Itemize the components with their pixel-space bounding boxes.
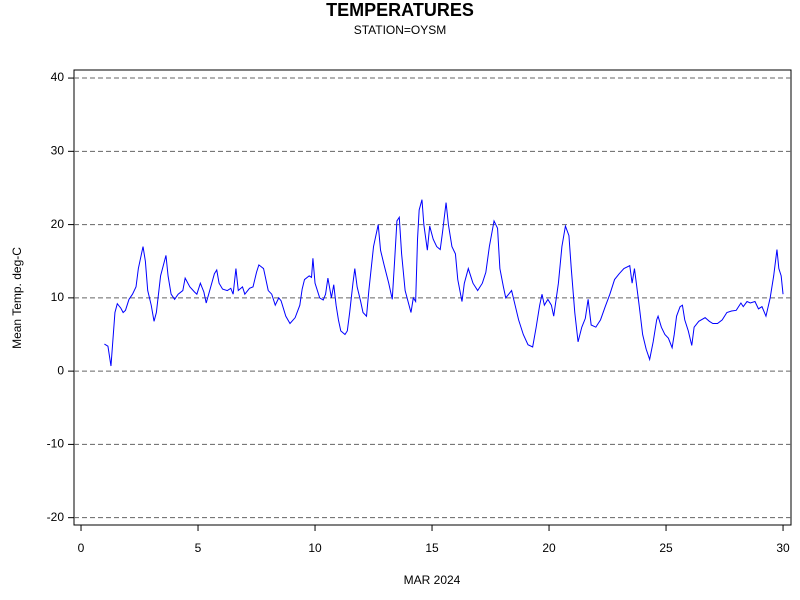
chart-title: TEMPERATURES bbox=[326, 0, 474, 20]
y-tick-label: 30 bbox=[51, 144, 65, 158]
chart-subtitle: STATION=OYSM bbox=[354, 23, 447, 37]
y-tick-label: -20 bbox=[47, 510, 65, 524]
x-axis-label: MAR 2024 bbox=[404, 573, 461, 587]
y-tick-label: 20 bbox=[51, 217, 65, 231]
y-tick-label: 10 bbox=[51, 290, 65, 304]
x-tick-label: 15 bbox=[425, 541, 439, 555]
x-tick-label: 10 bbox=[308, 541, 322, 555]
y-tick-label: 0 bbox=[57, 363, 64, 377]
x-tick-label: 0 bbox=[78, 541, 85, 555]
x-tick-label: 20 bbox=[542, 541, 556, 555]
y-tick-label: 40 bbox=[51, 70, 65, 84]
x-tick-label: 5 bbox=[195, 541, 202, 555]
y-tick-label: -10 bbox=[47, 437, 65, 451]
x-tick-label: 30 bbox=[776, 541, 790, 555]
x-tick-label: 25 bbox=[659, 541, 673, 555]
y-axis-label: Mean Temp. deg-C bbox=[10, 247, 24, 349]
temperature-line bbox=[104, 199, 784, 367]
